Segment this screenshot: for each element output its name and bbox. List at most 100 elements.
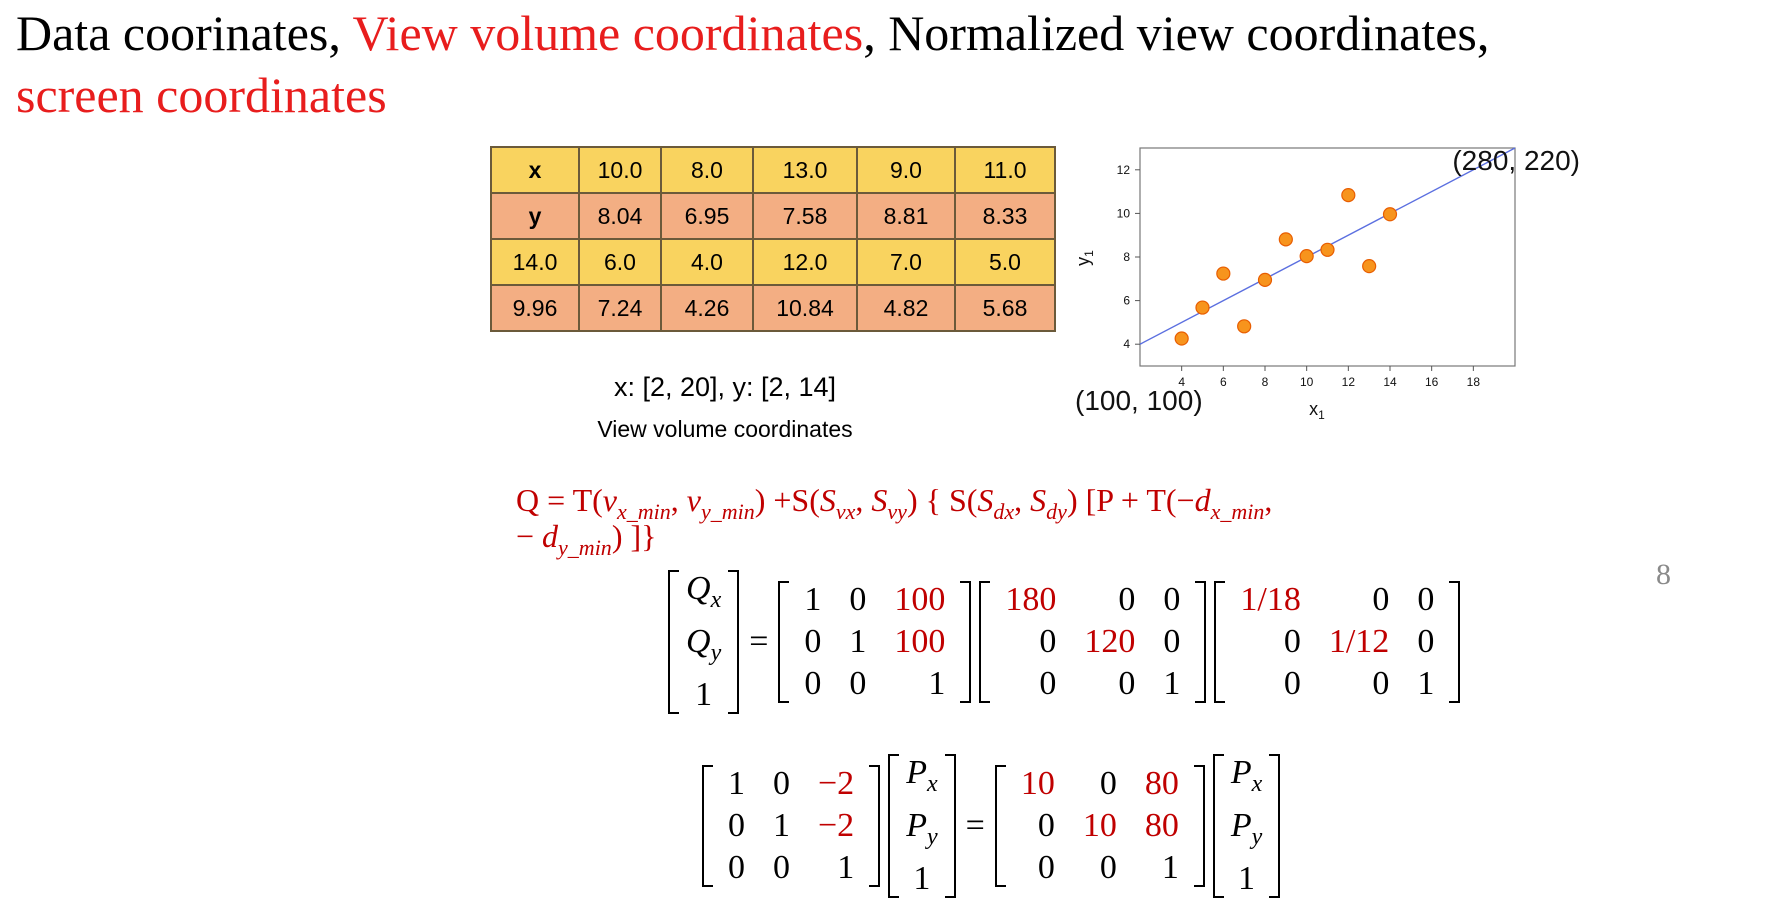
table-cell: 9.96 [490,284,580,332]
matrix-cell: 80 [1144,807,1179,844]
table-cell: 8.81 [856,192,956,240]
matrix-cell: 1 [928,665,946,702]
corner-label-top-right: (280, 220) [1452,145,1580,176]
matrix-cell: 0 [849,581,867,618]
x-tick-label: 12 [1342,375,1356,389]
x-tick-label: 6 [1220,375,1227,389]
p-vector: Px Py 1 [888,752,957,900]
vector-entry: 1 [913,860,931,897]
matrix-cell: 0 [773,849,790,886]
x-axis: 4 6 8 10 12 14 16 18 [1178,366,1480,389]
matrix-cell: 0 [1118,665,1136,702]
matrix-cell: 0 [849,665,867,702]
vector-entry: Py [1230,807,1263,850]
formula-text: , [1264,482,1273,518]
table-cell: 5.0 [954,238,1056,286]
matrix-cell: 0 [1417,581,1435,618]
view-volume-caption: View volume coordinates [597,416,853,442]
y-tick-label: 8 [1123,250,1130,264]
matrix-cell: 1 [804,581,822,618]
table-cell: 8.0 [660,146,754,194]
matrix-cell: 1 [728,765,745,802]
equals-sign: = [749,623,769,660]
matrix-cell: 0 [1039,665,1057,702]
formula-text: ) ]} [611,518,657,554]
matrix-cell: 0 [804,665,822,702]
transform-formula-line-1: Q = T(vx_min, vy_min) +S(Svx, Svy) { S(S… [516,482,1272,525]
matrix-cell: 1/18 [1240,581,1301,618]
matrix-cell: 0 [773,765,790,802]
formula-var: d [542,518,559,554]
data-point [1320,242,1335,257]
matrix-cell: 0 [804,623,822,660]
formula-text: = [539,482,573,518]
formula-var: S [1030,482,1047,518]
x-tick-label: 18 [1467,375,1481,389]
formula-text: ) [P + T(− [1066,482,1195,518]
vector-entry: Qy [686,623,722,666]
equals-sign: = [965,807,985,844]
matrix-cell: 0 [1417,623,1435,660]
transform-formula-line-2: − dy_min) ]} [516,518,656,561]
table-cell: 12.0 [752,238,858,286]
formula-sub: x_min [616,499,671,524]
formula-sub: dx [993,499,1015,524]
x-tick-label: 8 [1262,375,1269,389]
x-axis-label: x1 [1309,399,1325,422]
table-cell: y [490,192,580,240]
data-point [1362,259,1377,274]
matrix-cell: 1/12 [1328,623,1390,660]
matrix-cell: 0 [1037,849,1055,886]
slide-title: Data coorinates, View volume coordinates… [16,2,1756,126]
formula-text: , [1014,482,1031,518]
formula-var: v [686,482,701,518]
formula-text: , [670,482,687,518]
formula-var: d [1194,482,1211,518]
table-row: 14.0 6.0 4.0 12.0 7.0 5.0 [490,238,1056,286]
formula-sub: y_min [700,499,755,524]
data-point [1216,266,1231,281]
vector-entry: 1 [1238,860,1256,897]
matrix-cell: 0 [1372,665,1390,702]
matrix-cell: 0 [1099,765,1117,802]
combined-matrix: 10 0 80 0 10 80 0 0 1 [994,763,1205,889]
y-axis: 4 6 8 10 12 [1117,163,1140,351]
matrix-cell: 1 [1161,849,1179,886]
matrix-cell: 0 [1372,581,1390,618]
title-view-volume-coordinates: View volume coordinates [352,5,864,61]
formula-sub: x_min [1210,499,1265,524]
vector-entry: Py [906,807,938,850]
formula-text: ) [754,482,766,518]
data-points [1174,187,1398,346]
matrix-cell: 0 [1163,623,1181,660]
matrix-cell: −2 [818,765,855,802]
matrix-cell: 1 [849,623,867,660]
table-cell: 7.24 [578,284,662,332]
matrix-cell: 0 [1283,665,1301,702]
formula-sub: vy [887,499,907,524]
matrix-cell: 1 [837,849,855,886]
formula-text: T( [572,482,603,518]
vector-entry: 1 [695,676,713,713]
formula-var: S [977,482,994,518]
y-tick-label: 10 [1117,206,1131,220]
matrix-cell: 0 [1118,581,1136,618]
y-axis-label: y1 [1073,250,1096,266]
x-tick-label: 14 [1383,375,1397,389]
table-cell: 4.82 [856,284,956,332]
y-tick-label: 6 [1123,294,1130,308]
data-point [1237,319,1252,334]
matrix-cell: 0 [1283,623,1301,660]
matrix-cell: 1 [1417,665,1435,702]
matrix-cell: 0 [728,849,745,886]
matrix-cell: 100 [894,581,946,618]
table-cell: 6.0 [578,238,662,286]
matrix-cell: 0 [1099,849,1117,886]
matrix-cell: 1 [1163,665,1181,702]
plot-frame [1139,147,1516,367]
table-cell: 7.58 [752,192,858,240]
